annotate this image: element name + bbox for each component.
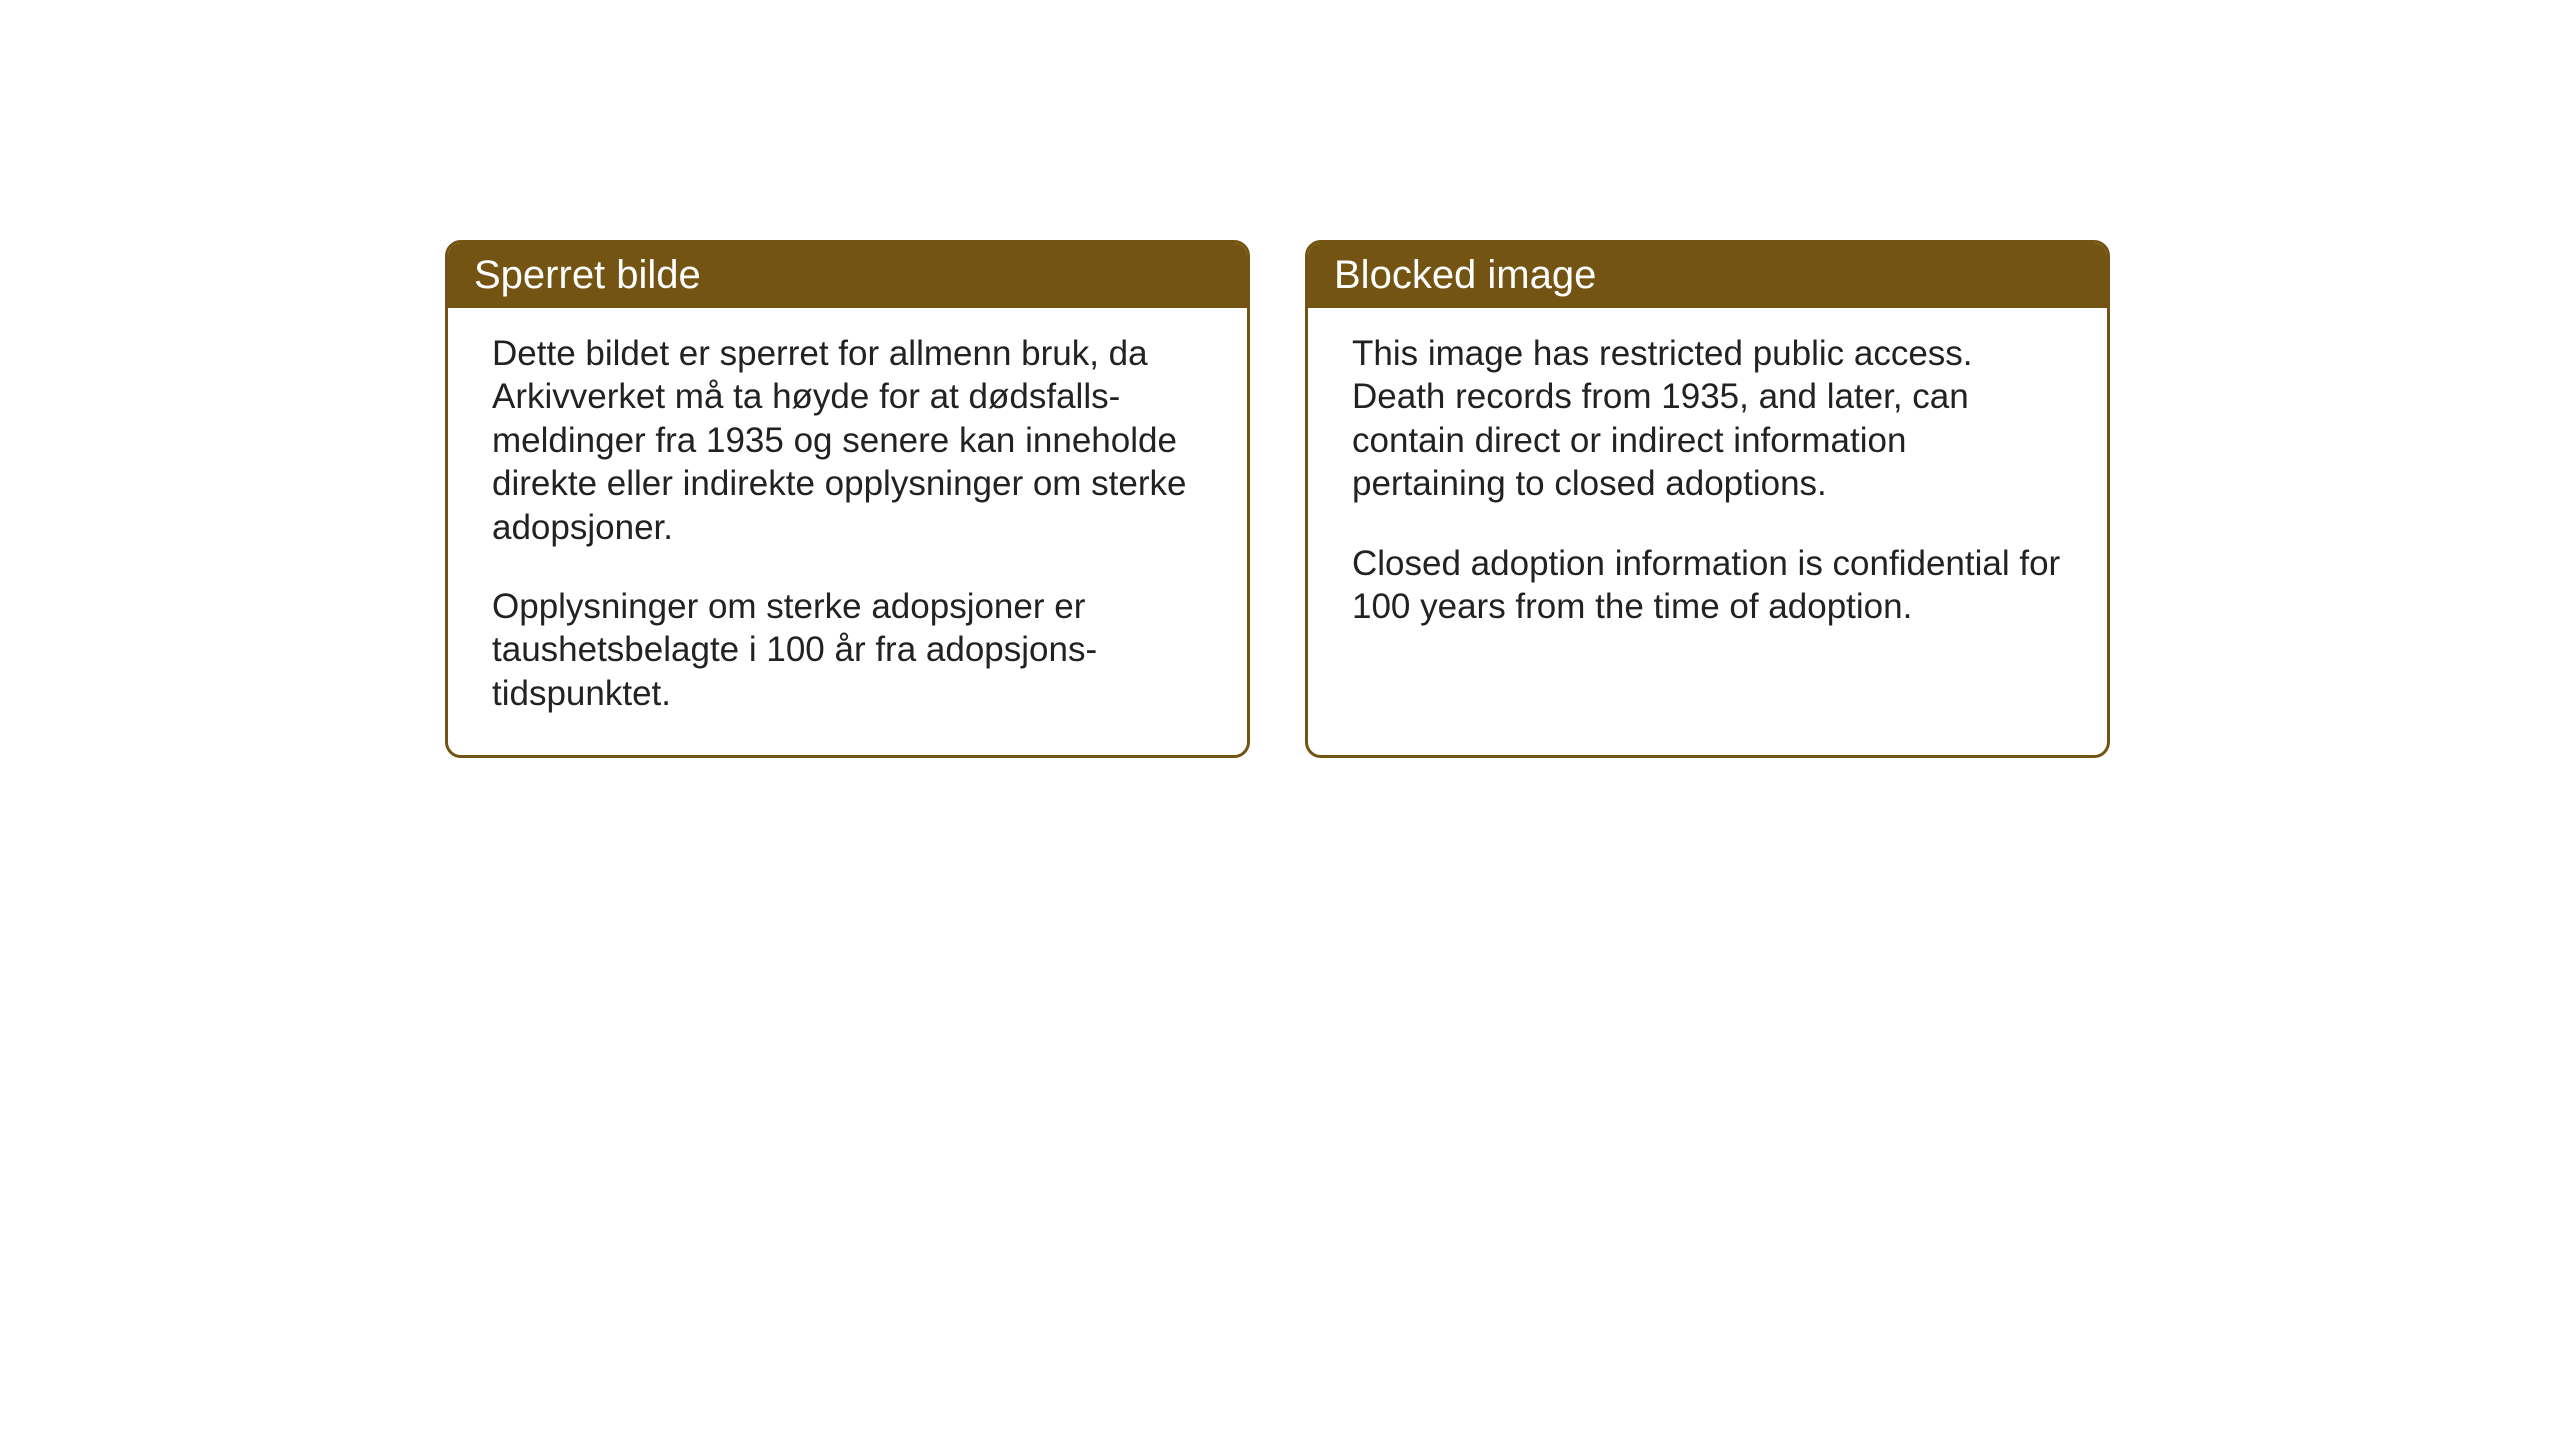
- card-body: Dette bildet er sperret for allmenn bruk…: [448, 308, 1247, 755]
- card-paragraph: Opplysninger om sterke adopsjoner er tau…: [492, 585, 1203, 715]
- card-title: Sperret bilde: [474, 253, 701, 297]
- card-paragraph: Closed adoption information is confident…: [1352, 542, 2063, 629]
- card-header: Blocked image: [1308, 243, 2107, 308]
- notice-container: Sperret bilde Dette bildet er sperret fo…: [445, 240, 2110, 758]
- card-paragraph: This image has restricted public access.…: [1352, 332, 2063, 506]
- notice-card-english: Blocked image This image has restricted …: [1305, 240, 2110, 758]
- card-title: Blocked image: [1334, 253, 1596, 297]
- card-paragraph: Dette bildet er sperret for allmenn bruk…: [492, 332, 1203, 549]
- notice-card-norwegian: Sperret bilde Dette bildet er sperret fo…: [445, 240, 1250, 758]
- card-body: This image has restricted public access.…: [1308, 308, 2107, 668]
- card-header: Sperret bilde: [448, 243, 1247, 308]
